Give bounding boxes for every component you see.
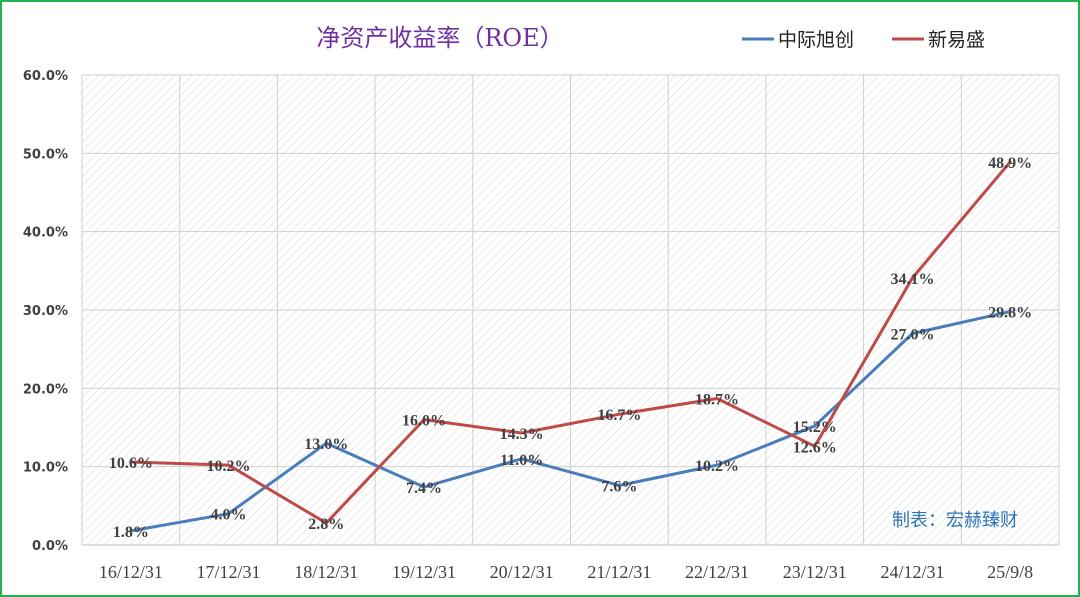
legend: 中际旭创 新易盛 (742, 29, 985, 51)
data-label: 34.1% (890, 271, 934, 288)
data-point (422, 418, 426, 422)
x-tick-label: 21/12/31 (587, 562, 651, 582)
y-tick-label: 30.0% (23, 304, 68, 319)
x-tick-label: 19/12/31 (392, 562, 456, 582)
data-point (520, 431, 524, 435)
y-tick-label: 20.0% (23, 382, 68, 397)
chart-credit: 制表：宏赫臻财 (892, 510, 1018, 531)
y-tick-label: 40.0% (23, 226, 68, 241)
data-point (227, 463, 231, 467)
y-tick-label: 10.0% (23, 461, 68, 476)
x-tick-label: 18/12/31 (294, 562, 358, 582)
data-point (715, 463, 719, 467)
data-point (324, 441, 328, 445)
legend-label: 新易盛 (928, 29, 985, 51)
data-point (227, 512, 231, 516)
data-label: 29.8% (988, 305, 1032, 322)
data-point (1008, 310, 1012, 314)
data-label: 11.0% (500, 452, 543, 469)
data-label: 15.2% (793, 419, 837, 436)
x-tick-label: 23/12/31 (783, 562, 847, 582)
data-label: 13.0% (304, 436, 348, 453)
data-label: 16.0% (402, 413, 446, 430)
data-label: 16.7% (597, 407, 641, 424)
data-point (422, 485, 426, 489)
y-tick-label: 0.0% (32, 539, 68, 554)
data-label: 10.2% (207, 458, 251, 475)
data-point (910, 332, 914, 335)
y-tick-label: 50.0% (23, 147, 68, 162)
x-tick-label: 22/12/31 (685, 562, 749, 582)
data-point (324, 521, 328, 525)
data-point (520, 457, 524, 461)
data-point (813, 444, 817, 448)
data-label: 7.4% (406, 480, 442, 497)
data-point (1008, 160, 1012, 164)
x-tick-label: 24/12/31 (880, 562, 944, 582)
data-label: 14.3% (500, 426, 544, 443)
legend-label: 中际旭创 (778, 29, 854, 51)
data-label: 12.6% (793, 439, 837, 456)
data-label: 2.8% (308, 516, 344, 533)
data-point (617, 412, 621, 416)
data-label: 4.0% (211, 507, 247, 524)
chart-title: 净资产收益率（ROE） (316, 24, 563, 52)
data-point (129, 460, 133, 464)
data-label: 27.0% (890, 327, 934, 344)
x-tick-label: 25/9/8 (987, 562, 1033, 582)
series-line (130, 160, 1012, 525)
data-point (129, 529, 133, 533)
data-label: 18.7% (695, 392, 739, 409)
data-label: 10.6% (109, 455, 153, 472)
data-point (715, 397, 719, 401)
x-tick-label: 20/12/31 (490, 562, 554, 582)
data-label: 10.2% (695, 458, 739, 475)
y-tick-label: 60.0% (23, 69, 68, 84)
data-label: 7.6% (601, 478, 637, 495)
data-label: 1.8% (113, 524, 149, 541)
data-point (910, 276, 914, 280)
x-tick-label: 17/12/31 (197, 562, 261, 582)
x-tick-label: 16/12/31 (99, 562, 163, 582)
series-line (130, 310, 1011, 533)
data-label: 48.9% (988, 155, 1032, 172)
data-point (813, 424, 817, 428)
plot-area: 0.0% 10.0% 20.0% 30.0% 40.0% 50.0% 60.0% 16/12/… (23, 69, 1060, 582)
data-point (617, 483, 621, 487)
